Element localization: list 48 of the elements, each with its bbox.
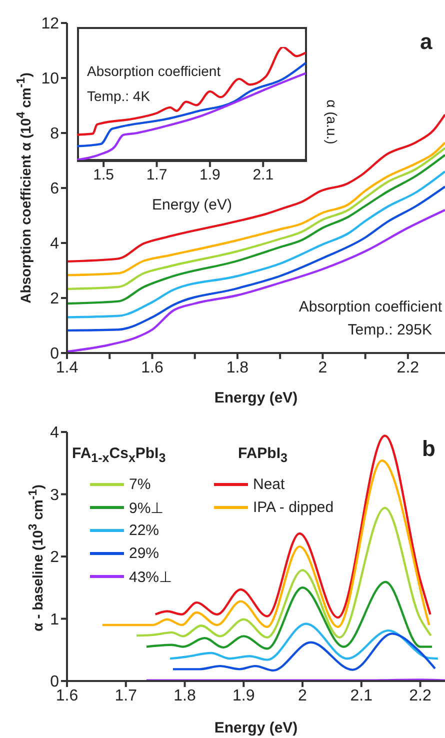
- x-axis-title: Energy (eV): [152, 196, 232, 214]
- y-tick-label: 3: [50, 486, 60, 504]
- annotation: Absorption coefficient: [87, 63, 221, 79]
- x-tick-label: 1.8: [174, 687, 196, 704]
- x-tick-label: 1.8: [226, 359, 249, 376]
- x-tick-label: 2.1: [350, 687, 373, 704]
- legend-label: 29%: [129, 545, 160, 562]
- x-tick-label: 1.9: [200, 166, 220, 184]
- y-tick-label: 4: [50, 236, 60, 253]
- y-tick-label: 6: [50, 180, 60, 198]
- line-series: [172, 632, 436, 672]
- y-tick-label: 2: [50, 549, 60, 566]
- annotation: Temp.: 295K: [348, 322, 432, 338]
- x-tick-label: 1.7: [114, 687, 138, 704]
- legend-label: IPA - dipped: [253, 499, 334, 516]
- line-series: [145, 580, 434, 650]
- x-tick-label: 2.2: [409, 687, 432, 704]
- y-tick-label: 12: [41, 16, 60, 33]
- legend-title: FA$_{1-x}$Cs$_{x}$PbI$_{3}$: [72, 444, 166, 465]
- y-tick-label: 10: [41, 70, 60, 88]
- legend-label: 22%: [129, 522, 160, 539]
- x-tick-label: 2.2: [396, 359, 420, 376]
- annotation: b: [422, 436, 436, 461]
- y-tick-label: 8: [50, 126, 60, 143]
- x-tick-label: 1.5: [93, 166, 114, 184]
- x-tick-label: 2: [298, 687, 308, 704]
- line-series: [67, 113, 445, 263]
- x-tick-label: 1.9: [232, 687, 255, 704]
- x-axis-title: Energy (eV): [214, 720, 298, 736]
- legend-label: 9%⊥: [129, 498, 164, 516]
- x-tick-label: 1.6: [141, 359, 164, 376]
- x-tick-label: 2.1: [252, 166, 274, 184]
- x-tick-label: 2: [318, 359, 328, 376]
- y-axis-title: α (a.u.): [324, 100, 340, 144]
- x-axis-title: Energy (eV): [214, 390, 298, 406]
- line-series: [67, 170, 445, 318]
- annotation: FAPbI$_{3}$: [238, 444, 288, 465]
- legend-label: Neat: [253, 476, 285, 493]
- annotation: Absorption coefficient: [298, 298, 442, 316]
- legend-label: 43%⊥: [129, 568, 172, 586]
- x-tick-label: 1.7: [146, 166, 168, 184]
- y-tick-label: 1: [50, 611, 60, 628]
- annotation: Temp.: 4K: [87, 88, 150, 104]
- legend-label: 7%: [129, 476, 151, 493]
- y-tick-label: 4: [50, 424, 60, 442]
- annotation: a: [420, 29, 432, 54]
- line-series: [168, 622, 440, 661]
- y-tick-label: 2: [50, 290, 60, 308]
